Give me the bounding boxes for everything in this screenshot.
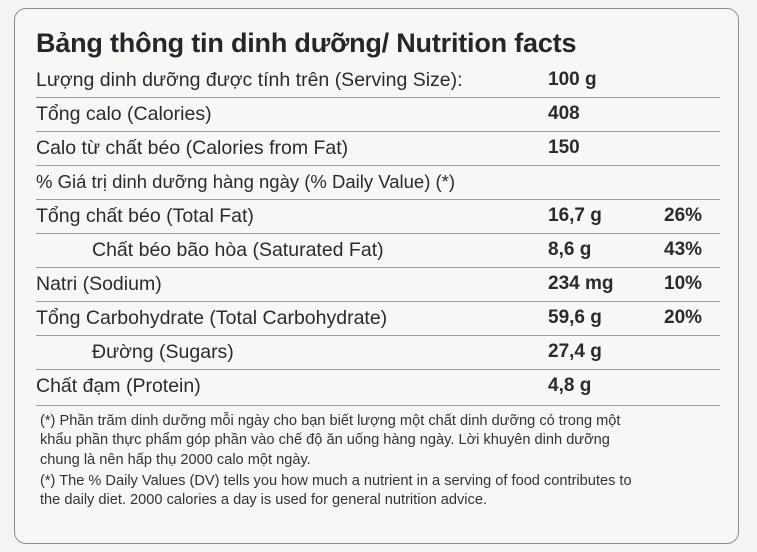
- page-title: Bảng thông tin dinh dưỡng/ Nutrition fac…: [36, 28, 577, 58]
- row-value: 59,6 g: [548, 307, 602, 328]
- footnote-vietnamese: (*) Phần trăm dinh dưỡng mỗi ngày cho bạ…: [40, 412, 726, 470]
- row-value: 8,6 g: [548, 239, 592, 260]
- sodium-row: Natri (Sodium) 234 mg 10%: [36, 268, 720, 302]
- calories-from-fat-row: Calo từ chất béo (Calories from Fat) 150: [36, 132, 720, 166]
- row-value: 16,7 g: [548, 205, 602, 226]
- row-value: 100 g: [548, 69, 597, 90]
- row-label: Chất béo bão hòa (Saturated Fat): [92, 239, 384, 261]
- daily-value-header-row: % Giá trị dinh dưỡng hàng ngày (% Daily …: [36, 166, 720, 200]
- row-label: Chất đạm (Protein): [36, 375, 201, 397]
- row-label: Lượng dinh dưỡng được tính trên (Serving…: [36, 69, 463, 91]
- saturated-fat-row: Chất béo bão hòa (Saturated Fat) 8,6 g 4…: [36, 234, 720, 268]
- footnote-line: (*) The % Daily Values (DV) tells you ho…: [40, 473, 632, 489]
- serving-size-row: Lượng dinh dưỡng được tính trên (Serving…: [36, 64, 720, 98]
- row-value: 408: [548, 103, 580, 124]
- row-label: Tổng Carbohydrate (Total Carbohydrate): [36, 307, 388, 329]
- row-daily-value: 10%: [664, 273, 703, 294]
- footnote-english: (*) The % Daily Values (DV) tells you ho…: [40, 472, 726, 511]
- row-label: Tổng chất béo (Total Fat): [36, 205, 254, 227]
- row-daily-value: 26%: [664, 205, 703, 226]
- row-value: 150: [548, 137, 580, 158]
- sugars-row: Đường (Sugars) 27,4 g: [36, 336, 720, 370]
- row-daily-value: 20%: [664, 307, 703, 328]
- row-label: Natri (Sodium): [36, 273, 162, 295]
- row-label: Tổng calo (Calories): [36, 103, 212, 125]
- row-value: 4,8 g: [548, 375, 592, 396]
- footnote-line: (*) Phần trăm dinh dưỡng mỗi ngày cho bạ…: [40, 413, 621, 429]
- footnote-line: khẩu phần thực phẩm góp phần vào chế độ …: [40, 432, 610, 449]
- row-value: 234 mg: [548, 273, 614, 294]
- footnote-line: the daily diet. 2000 calories a day is u…: [40, 492, 487, 509]
- calories-row: Tổng calo (Calories) 408: [36, 98, 720, 132]
- row-label: % Giá trị dinh dưỡng hàng ngày (% Daily …: [36, 171, 456, 192]
- row-label: Calo từ chất béo (Calories from Fat): [36, 137, 349, 159]
- row-label: Đường (Sugars): [92, 341, 234, 363]
- total-carbohydrate-row: Tổng Carbohydrate (Total Carbohydrate) 5…: [36, 302, 720, 336]
- protein-row: Chất đạm (Protein) 4,8 g: [36, 370, 720, 406]
- total-fat-row: Tổng chất béo (Total Fat) 16,7 g 26%: [36, 200, 720, 234]
- row-value: 27,4 g: [548, 341, 602, 362]
- row-daily-value: 43%: [664, 239, 703, 260]
- footnote-line: chung là nên hấp thụ 2000 calo một ngày.: [40, 451, 311, 468]
